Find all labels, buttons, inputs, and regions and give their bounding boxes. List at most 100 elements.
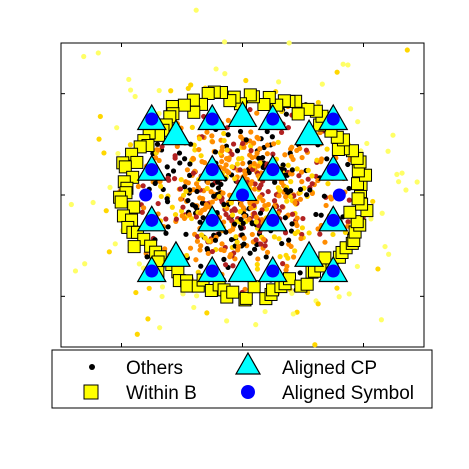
others-point xyxy=(292,230,298,237)
others-point xyxy=(346,291,352,297)
within-b-point xyxy=(180,279,194,293)
others-point xyxy=(222,71,228,77)
others-point xyxy=(247,106,253,113)
others-point xyxy=(299,179,305,185)
others-point xyxy=(180,204,186,210)
within-b-point xyxy=(239,291,253,305)
others-point xyxy=(235,247,241,253)
others-point xyxy=(404,47,410,53)
others-point xyxy=(215,185,222,191)
others-point xyxy=(82,261,88,267)
others-point xyxy=(187,161,193,167)
others-point xyxy=(255,163,261,169)
within-b-point xyxy=(291,107,305,121)
within-b-point xyxy=(118,160,132,174)
others-point xyxy=(178,176,184,183)
others-point xyxy=(386,251,392,257)
others-point xyxy=(323,202,329,209)
aligned-symbol-point xyxy=(205,112,219,126)
others-point xyxy=(249,220,255,226)
others-point xyxy=(390,132,396,138)
others-point xyxy=(249,154,255,161)
others-point xyxy=(193,7,199,13)
others-point xyxy=(248,148,254,154)
others-point xyxy=(126,76,132,83)
legend-marker-aligned-symbol xyxy=(241,385,255,399)
others-point xyxy=(297,270,303,276)
aligned-cp-point xyxy=(294,240,325,267)
others-point xyxy=(240,140,246,147)
others-point xyxy=(286,40,292,46)
others-point xyxy=(315,301,321,307)
others-point xyxy=(246,169,252,176)
others-point xyxy=(276,193,282,199)
others-point xyxy=(234,161,241,167)
others-point xyxy=(294,222,300,229)
others-point xyxy=(241,241,247,247)
others-point xyxy=(187,172,193,178)
others-point xyxy=(307,187,313,193)
others-point xyxy=(315,99,321,106)
legend-label-others: Others xyxy=(126,358,183,379)
others-point xyxy=(144,254,150,260)
others-point xyxy=(238,202,244,208)
others-point xyxy=(279,179,285,186)
others-point xyxy=(183,188,189,195)
aligned-symbol-point xyxy=(266,163,280,177)
others-point xyxy=(288,228,295,234)
others-point xyxy=(154,141,161,147)
legend-label-aligned-cp: Aligned CP xyxy=(282,358,377,379)
others-point xyxy=(205,238,212,244)
others-point xyxy=(237,128,244,135)
others-point xyxy=(328,196,334,202)
others-point xyxy=(325,181,331,187)
others-point xyxy=(334,285,340,291)
others-point xyxy=(312,342,318,348)
others-point xyxy=(222,262,229,268)
others-point xyxy=(221,130,227,137)
others-point xyxy=(182,156,188,162)
others-point xyxy=(140,183,146,189)
others-point xyxy=(170,168,177,174)
others-point xyxy=(223,211,229,217)
others-point xyxy=(278,129,285,135)
aligned-symbol-point xyxy=(145,264,159,278)
others-point xyxy=(264,249,271,255)
axis-ticks xyxy=(61,43,424,347)
aligned-symbol-point xyxy=(139,188,153,202)
others-point xyxy=(290,311,296,317)
others-point xyxy=(221,201,227,208)
others-point xyxy=(318,212,324,218)
others-point xyxy=(219,158,225,165)
others-point xyxy=(394,171,400,178)
others-point xyxy=(277,254,283,260)
others-point xyxy=(72,268,79,274)
others-point xyxy=(141,205,147,211)
others-point xyxy=(249,231,255,238)
others-point xyxy=(172,211,179,218)
others-point xyxy=(237,167,243,173)
others-point xyxy=(354,263,360,270)
others-point xyxy=(216,194,222,200)
others-point xyxy=(157,325,163,331)
others-point xyxy=(196,146,202,153)
others-point xyxy=(296,173,302,179)
others-point xyxy=(379,210,385,216)
others-point xyxy=(155,147,161,153)
others-point xyxy=(255,136,262,142)
within-b-point xyxy=(127,200,141,214)
others-point xyxy=(179,213,185,219)
aligned-symbol-point xyxy=(266,264,280,278)
aligned-symbol-point xyxy=(326,264,340,278)
others-point xyxy=(231,206,238,212)
others-point xyxy=(242,213,248,219)
others-point xyxy=(163,230,169,236)
others-point xyxy=(317,231,323,237)
others-point xyxy=(309,181,315,187)
others-point xyxy=(238,225,244,231)
others-point xyxy=(169,204,175,210)
aligned-symbol-point xyxy=(326,112,340,126)
others-point xyxy=(251,140,257,146)
others-point xyxy=(202,235,208,241)
others-point xyxy=(347,106,354,112)
